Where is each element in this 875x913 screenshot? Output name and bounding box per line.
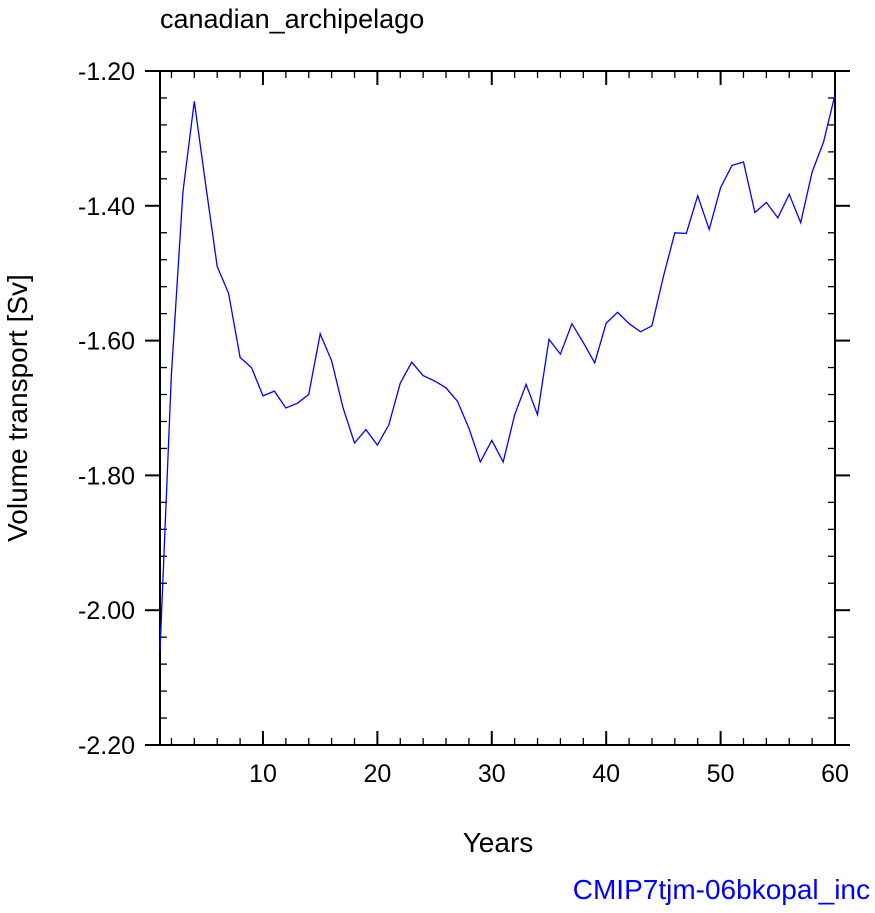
y-axis-title: Volume transport [Sv] (2, 274, 33, 542)
x-axis-title: Years (463, 827, 534, 858)
x-tick-label: 60 (821, 760, 849, 788)
y-tick-label: -2.20 (78, 732, 135, 760)
axis-ticks (145, 70, 850, 746)
y-tick-label: -2.00 (78, 597, 135, 625)
x-tick-label: 30 (478, 760, 506, 788)
x-tick-label: 40 (592, 760, 620, 788)
series-line (159, 94, 836, 651)
footer-label: CMIP7tjm-06bkopal_inc (573, 874, 870, 905)
chart-title: canadian_archipelago (160, 4, 424, 34)
y-tick-label: -1.60 (78, 328, 135, 356)
plot-frame (159, 70, 836, 746)
tick-labels: 10 20 30 40 50 60 -1.20 -1.40 -1.60 -1.80 -2.00 -2.… (78, 58, 849, 788)
x-tick-label: 10 (249, 760, 277, 788)
y-tick-label: -1.40 (78, 193, 135, 221)
y-tick-label: -1.20 (78, 58, 135, 86)
y-tick-label: -1.80 (78, 462, 135, 490)
x-tick-label: 50 (707, 760, 735, 788)
x-tick-label: 20 (363, 760, 391, 788)
